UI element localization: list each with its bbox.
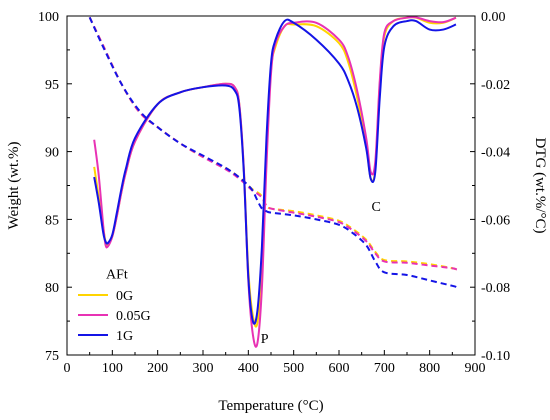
peak-label-aft: AFt — [106, 268, 128, 283]
y-right-tick-label: -0.08 — [481, 281, 510, 296]
left-y-axis-title: Weight (wt.%) — [6, 142, 22, 230]
x-tick-label: 600 — [329, 361, 350, 376]
dtg-curve-1g — [93, 18, 457, 325]
legend-label-0g: 0G — [116, 289, 133, 304]
right-y-axis-title: DTG (wt.%/°C) — [532, 138, 548, 234]
y-left-tick-label: 80 — [45, 281, 59, 296]
x-tick-label: 100 — [102, 361, 123, 376]
y-left-tick-label: 75 — [45, 349, 59, 364]
y-right-tick-label: -0.04 — [481, 146, 510, 161]
x-tick-label: 500 — [283, 361, 304, 376]
y-right-tick-label: -0.02 — [481, 78, 510, 93]
y-left-tick-label: 85 — [45, 213, 59, 228]
plot-curves — [88, 16, 458, 348]
y-right-tick-label: -0.10 — [481, 349, 510, 364]
axis-ticks: 0 100 200 300 400 500 600 700 800 900 75 80 85 90 95 10… — [38, 10, 510, 376]
x-tick-label: 900 — [465, 361, 486, 376]
y-left-tick-label: 95 — [45, 78, 59, 93]
legend: 0G 0.05G 1G — [78, 289, 151, 344]
weight-curve-1g — [88, 16, 458, 289]
peak-annotations: AFt P C — [106, 200, 381, 347]
legend-label-1g: 1G — [116, 329, 133, 344]
y-left-tick-label: 100 — [38, 10, 59, 25]
peak-label-p: P — [261, 332, 269, 347]
y-left-tick-label: 90 — [45, 146, 59, 161]
dtg-curve-0g — [93, 16, 457, 328]
y-right-tick-label: -0.06 — [481, 213, 510, 228]
y-right-tick-label: 0.00 — [481, 10, 506, 25]
x-tick-label: 800 — [419, 361, 440, 376]
dtg-curve-0-05g — [93, 16, 457, 348]
x-tick-label: 0 — [64, 361, 71, 376]
legend-label-0-05g: 0.05G — [116, 309, 151, 324]
x-axis-title: Temperature (°C) — [218, 398, 323, 414]
peak-label-c: C — [372, 200, 381, 215]
x-tick-label: 400 — [238, 361, 259, 376]
x-tick-label: 200 — [147, 361, 168, 376]
x-tick-label: 700 — [374, 361, 395, 376]
x-tick-label: 300 — [193, 361, 214, 376]
